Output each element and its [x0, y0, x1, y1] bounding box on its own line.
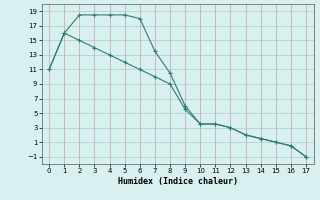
X-axis label: Humidex (Indice chaleur): Humidex (Indice chaleur): [118, 177, 237, 186]
